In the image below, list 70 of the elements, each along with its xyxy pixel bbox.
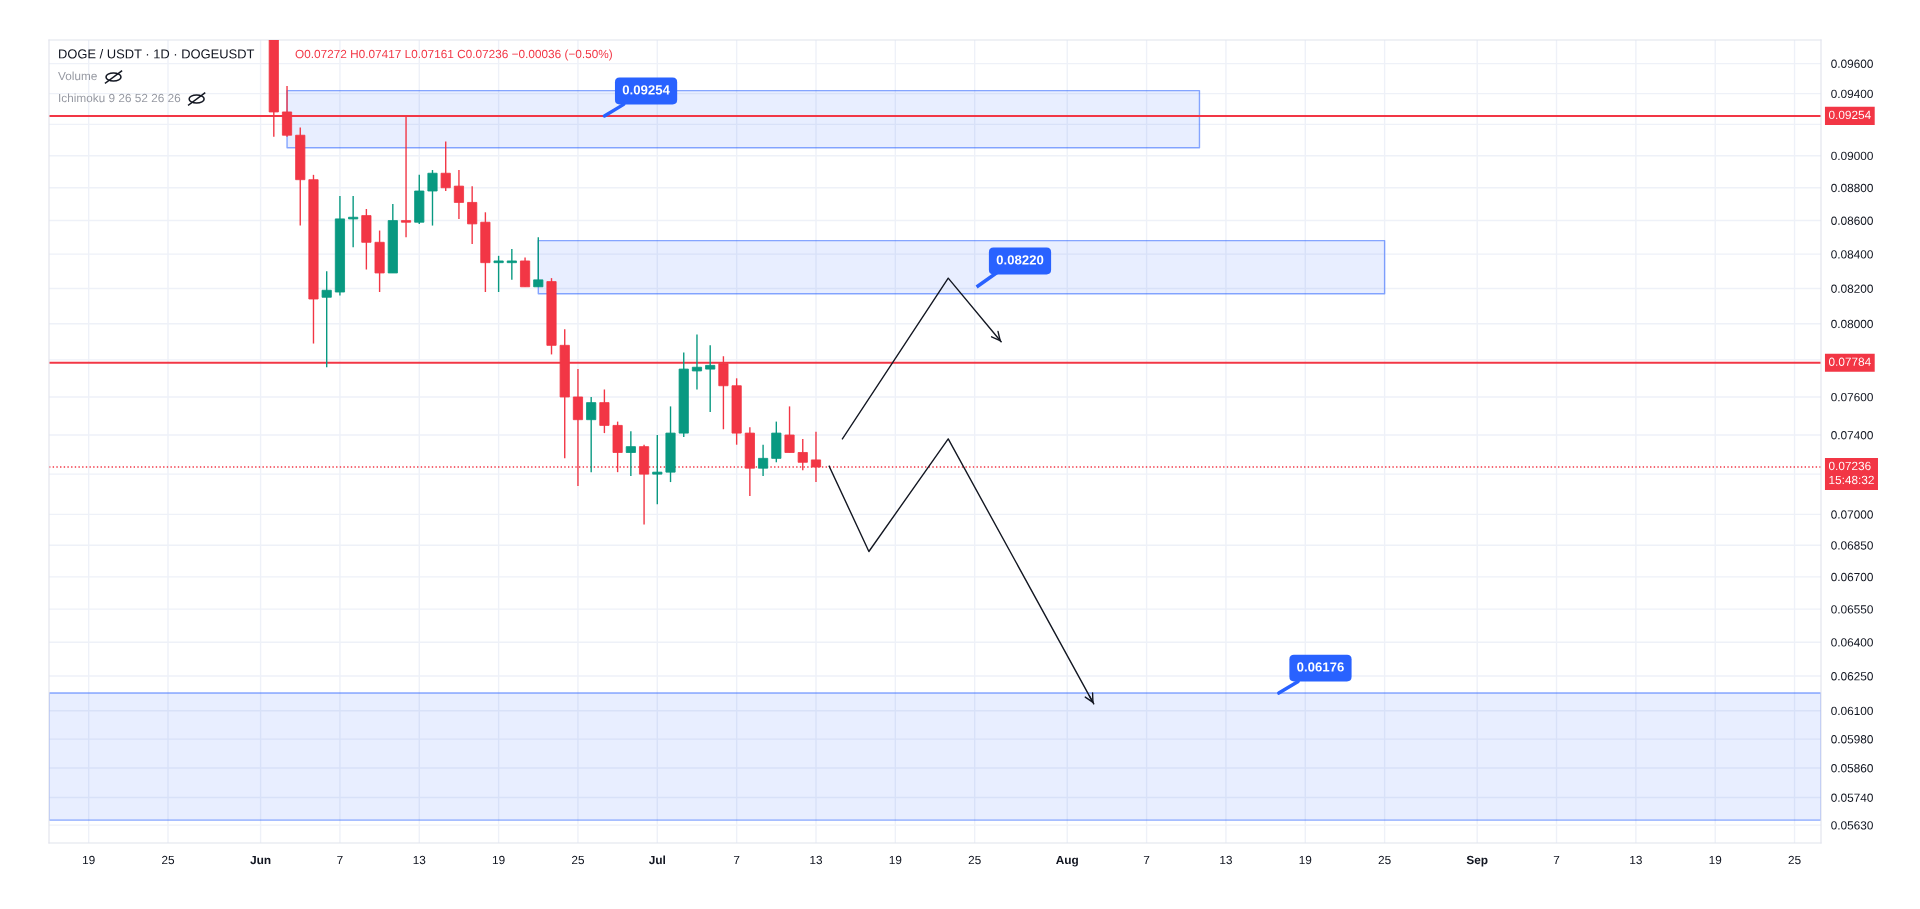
y-tick-label: 0.06700: [1831, 572, 1873, 582]
x-tick-label: 13: [810, 855, 823, 865]
x-tick-label: Sep: [1466, 855, 1488, 867]
y-tick-label: 0.05980: [1831, 735, 1873, 744]
y-tick-label: 0.07600: [1831, 393, 1873, 402]
x-tick-label: 13: [1630, 855, 1642, 865]
y-tick-label: 0.08200: [1831, 284, 1873, 293]
annotation: 0.06176: [1297, 662, 1344, 672]
y-tick-label: 0.08600: [1831, 216, 1873, 225]
candlestick: [784, 405, 795, 454]
y-tick-label: 0.09400: [1831, 89, 1873, 99]
x-tick-label: 19: [83, 855, 95, 865]
annotation: 0.08220: [996, 255, 1044, 265]
x-tick-label: 13: [1220, 855, 1232, 865]
x-tick-label: Jun: [250, 855, 271, 865]
candlestick: [440, 140, 451, 192]
candlestick: [348, 195, 359, 249]
y-tick-label: 0.06100: [1831, 706, 1873, 716]
y-tick-label: 0.05740: [1831, 793, 1873, 802]
ref-line-label: 0.09254: [1828, 110, 1871, 120]
x-tick-label: 7: [337, 855, 343, 865]
x-tick-label: 7: [1143, 855, 1150, 865]
x-tick-label: 7: [733, 855, 740, 865]
y-tick-label: 0.06850: [1831, 541, 1873, 550]
x-tick-label: 25: [571, 855, 585, 865]
x-tick-label: 25: [162, 855, 175, 865]
x-tick-label: 25: [1378, 855, 1391, 865]
y-tick-label: 0.06250: [1831, 672, 1873, 681]
candlestick: [467, 185, 478, 245]
x-tick-label: 19: [1299, 855, 1312, 865]
text: O0.07272 H0.07417 L0.07161 C0.07236 −0.00036 (−0.50%): [295, 49, 612, 61]
candlestick: [599, 388, 610, 434]
y-tick-label: 0.08000: [1831, 319, 1873, 329]
x-tick-label: 19: [889, 855, 902, 865]
candlestick: [321, 270, 332, 368]
x-tick-label: 19: [492, 855, 505, 865]
candlestick: [533, 236, 544, 288]
candlestick: [691, 333, 703, 391]
candlestick: [625, 430, 636, 477]
candlestick: [493, 255, 504, 293]
candlestick: [427, 169, 438, 227]
candlestick: [506, 248, 517, 281]
x-tick-label: 25: [968, 855, 981, 865]
y-tick-label: 0.07400: [1831, 431, 1873, 440]
candlestick: [586, 396, 597, 473]
y-tick-label: 0.06400: [1831, 638, 1873, 647]
annotation: Volume: [58, 71, 97, 81]
y-tick-label: 0.08400: [1831, 250, 1873, 259]
y-tick-label: 0.09000: [1831, 151, 1873, 161]
annotation: Ichimoku 9 26 52 26 26: [59, 93, 181, 103]
y-tick-label: 0.08800: [1831, 183, 1873, 193]
ref-line-label: 0.07784: [1828, 357, 1871, 366]
x-tick-label: 7: [1553, 855, 1560, 865]
annotation: 0.09254: [622, 85, 670, 95]
x-tick-label: Jul: [648, 855, 665, 865]
x-tick-label: 13: [413, 855, 426, 865]
y-tick-label: 0.07000: [1831, 510, 1873, 519]
ref-line-label: 0.07236 15:48:32: [1828, 461, 1874, 485]
x-tick-label: Aug: [1056, 855, 1078, 867]
y-tick-label: 0.05860: [1831, 764, 1873, 773]
candlestick: [758, 444, 769, 477]
x-tick-label: 25: [1788, 855, 1801, 865]
y-tick-label: 0.06550: [1831, 605, 1873, 614]
y-tick-label: 0.09600: [1831, 59, 1873, 68]
candlestick: [705, 344, 716, 413]
x-tick-label: 19: [1709, 855, 1722, 865]
candlestick: [453, 169, 464, 220]
text: DOGE / USDT · 1D · DOGEUSDT: [59, 48, 255, 59]
y-tick-label: 0.05630: [1831, 821, 1873, 830]
candlestick: [652, 434, 663, 505]
